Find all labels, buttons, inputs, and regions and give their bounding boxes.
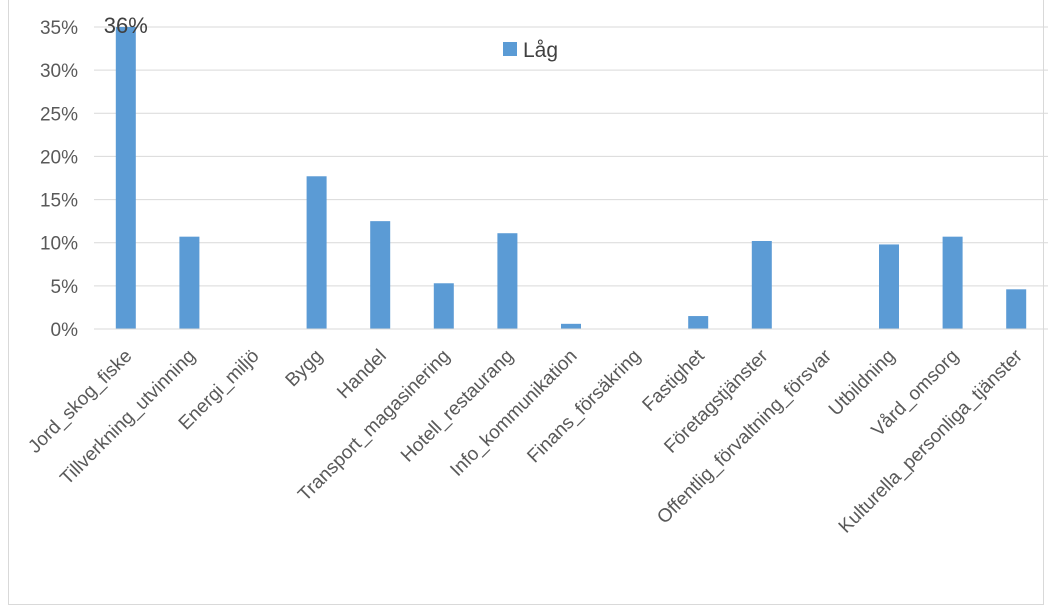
y-tick-label: 35% — [40, 18, 78, 39]
bar — [561, 323, 581, 329]
bar — [370, 221, 391, 329]
bar — [433, 283, 454, 329]
y-tick-label: 5% — [51, 277, 79, 298]
data-label: 36% — [104, 13, 148, 38]
y-tick-label: 10% — [40, 234, 78, 255]
bar — [497, 233, 518, 329]
y-tick-label: 25% — [40, 104, 78, 125]
bar — [179, 236, 200, 329]
y-axis-ticks: 0% 5% 10% 15% 20% 25% 30% 35% — [40, 18, 78, 341]
chart-frame — [8, 0, 1044, 605]
bar — [751, 240, 772, 329]
category-label: Hotell_restaurang — [397, 346, 518, 467]
category-labels: Jord_skog_fiskeTillverkning_utvinningEne… — [24, 345, 1027, 537]
bars — [115, 27, 1027, 329]
legend-swatch — [503, 42, 517, 56]
data-labels: 36% — [104, 13, 148, 38]
bar — [306, 176, 327, 329]
bar — [115, 27, 136, 329]
category-label: Finans_försäkring — [523, 346, 645, 468]
y-tick-label: 30% — [40, 61, 78, 82]
category-label: Bygg — [282, 346, 327, 391]
bar — [942, 236, 963, 329]
bar — [879, 244, 899, 329]
category-label: Info_kommunikation — [446, 346, 581, 481]
bar — [1006, 289, 1027, 329]
bar — [688, 316, 709, 329]
y-tick-label: 15% — [40, 191, 78, 212]
y-tick-label: 0% — [51, 320, 79, 341]
y-tick-label: 20% — [40, 147, 78, 168]
category-label: Handel — [333, 346, 390, 403]
legend: Låg — [503, 39, 558, 62]
gridlines — [94, 26, 1048, 287]
legend-label: Låg — [523, 39, 558, 62]
